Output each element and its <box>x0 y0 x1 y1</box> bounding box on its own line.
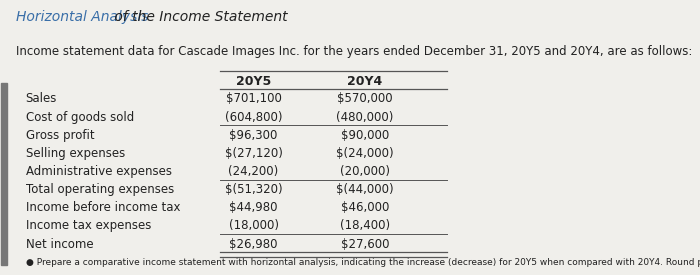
Text: $44,980: $44,980 <box>230 201 278 214</box>
Text: (24,200): (24,200) <box>228 165 279 178</box>
Text: $90,000: $90,000 <box>341 129 389 142</box>
Text: 20Y4: 20Y4 <box>347 75 383 88</box>
Text: (604,800): (604,800) <box>225 111 282 123</box>
Text: (18,400): (18,400) <box>340 219 390 232</box>
Text: $570,000: $570,000 <box>337 92 393 105</box>
Text: (18,000): (18,000) <box>228 219 279 232</box>
Text: Cost of goods sold: Cost of goods sold <box>26 111 134 123</box>
Text: of the Income Statement: of the Income Statement <box>111 10 288 24</box>
Text: $(44,000): $(44,000) <box>336 183 394 196</box>
Text: Gross profit: Gross profit <box>26 129 94 142</box>
Text: Income tax expenses: Income tax expenses <box>26 219 151 232</box>
Text: $(24,000): $(24,000) <box>336 147 394 160</box>
Text: 20Y5: 20Y5 <box>236 75 271 88</box>
Text: (20,000): (20,000) <box>340 165 390 178</box>
Text: $701,100: $701,100 <box>225 92 281 105</box>
Text: $(27,120): $(27,120) <box>225 147 282 160</box>
Text: ● Prepare a comparative income statement with horizontal analysis, indicating th: ● Prepare a comparative income statement… <box>26 258 700 267</box>
Text: $26,980: $26,980 <box>230 238 278 251</box>
Text: $(51,320): $(51,320) <box>225 183 282 196</box>
Text: $96,300: $96,300 <box>230 129 278 142</box>
Text: Selling expenses: Selling expenses <box>26 147 125 160</box>
Text: Net income: Net income <box>26 238 93 251</box>
Text: Total operating expenses: Total operating expenses <box>26 183 174 196</box>
Bar <box>1 83 7 265</box>
Text: $46,000: $46,000 <box>341 201 389 214</box>
Text: Administrative expenses: Administrative expenses <box>26 165 172 178</box>
Text: Sales: Sales <box>26 92 57 105</box>
Text: $27,600: $27,600 <box>341 238 389 251</box>
Text: Income before income tax: Income before income tax <box>26 201 180 214</box>
Text: Horizontal Analysis: Horizontal Analysis <box>16 10 148 24</box>
Text: Income statement data for Cascade Images Inc. for the years ended December 31, 2: Income statement data for Cascade Images… <box>16 45 692 58</box>
Text: (480,000): (480,000) <box>336 111 393 123</box>
